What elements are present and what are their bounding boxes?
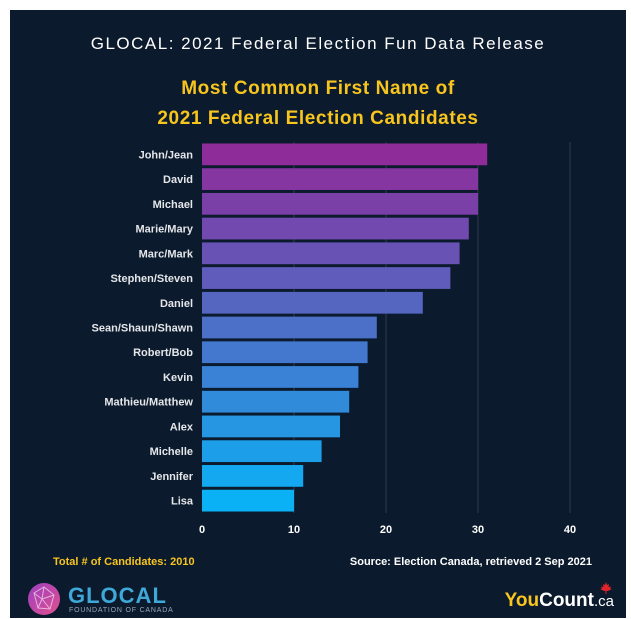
supertitle: GLOCAL: 2021 Federal Election Fun Data R… xyxy=(90,34,546,53)
bar-9 xyxy=(202,366,359,388)
category-label: Marie/Mary xyxy=(136,224,194,236)
x-tick-label: 30 xyxy=(472,524,484,536)
bar-10 xyxy=(202,390,350,413)
category-label: Michelle xyxy=(150,446,193,458)
total-candidates-label: Total # of Candidates: 2010 xyxy=(53,556,195,568)
category-label: Marc/Mark xyxy=(139,248,194,260)
bar-14 xyxy=(202,489,294,512)
maple-leaf-icon xyxy=(600,582,612,594)
tick-labels: 0 10 20 30 40 xyxy=(199,524,576,536)
bar-3 xyxy=(202,217,469,240)
x-tick-label: 20 xyxy=(380,524,392,536)
bar-chart: John/Jean David Michael Marie/Mary Marc/Mark… xyxy=(92,142,576,536)
category-label: John/Jean xyxy=(139,149,194,161)
glocal-logo: GLOCAL FOUNDATION OF CANADA xyxy=(26,581,186,617)
category-label: Lisa xyxy=(171,496,194,508)
category-label: Jennifer xyxy=(150,471,194,483)
bars xyxy=(202,143,488,512)
glocal-name: GLOCAL xyxy=(68,583,167,608)
youcount-wordmark: YouCount.ca xyxy=(505,590,614,612)
bar-1 xyxy=(202,168,478,190)
infographic-frame: GLOCAL: 2021 Federal Election Fun Data R… xyxy=(10,10,626,618)
bar-12 xyxy=(202,440,322,463)
bar-8 xyxy=(202,341,368,364)
category-label: Stephen/Steven xyxy=(110,273,193,285)
category-labels: John/Jean David Michael Marie/Mary Marc/Mark… xyxy=(92,149,194,507)
x-tick-label: 10 xyxy=(288,524,300,536)
glocal-globe-icon xyxy=(28,583,60,615)
category-label: Daniel xyxy=(160,298,193,310)
category-label: Alex xyxy=(170,421,194,433)
category-label: Michael xyxy=(153,199,193,211)
category-label: David xyxy=(163,174,193,186)
bar-4 xyxy=(202,242,460,265)
source-label: Source: Election Canada, retrieved 2 Sep… xyxy=(349,556,592,568)
youcount-logo: YouCount.ca xyxy=(494,582,614,616)
bar-2 xyxy=(202,192,478,215)
bar-0 xyxy=(202,143,488,166)
category-label: Kevin xyxy=(163,372,193,384)
glocal-subtitle: FOUNDATION OF CANADA xyxy=(69,607,174,614)
x-tick-label: 40 xyxy=(564,524,576,536)
youcount-you: You xyxy=(504,590,540,611)
bar-7 xyxy=(202,316,377,339)
chart-title-line-2: 2021 Federal Election Candidates xyxy=(157,108,479,129)
bar-6 xyxy=(202,291,423,314)
category-label: Sean/Shaun/Shawn xyxy=(92,323,194,335)
bar-5 xyxy=(202,267,451,289)
bar-13 xyxy=(202,465,304,487)
youcount-count: Count xyxy=(539,590,594,611)
category-label: Robert/Bob xyxy=(133,347,193,359)
x-tick-label: 0 xyxy=(199,524,205,536)
chart-title: Most Common First Name of 2021 Federal E… xyxy=(10,74,626,134)
category-label: Mathieu/Matthew xyxy=(104,397,193,409)
bar-11 xyxy=(202,415,340,438)
chart-title-line-1: Most Common First Name of xyxy=(181,78,455,99)
youcount-ca: .ca xyxy=(593,593,614,610)
